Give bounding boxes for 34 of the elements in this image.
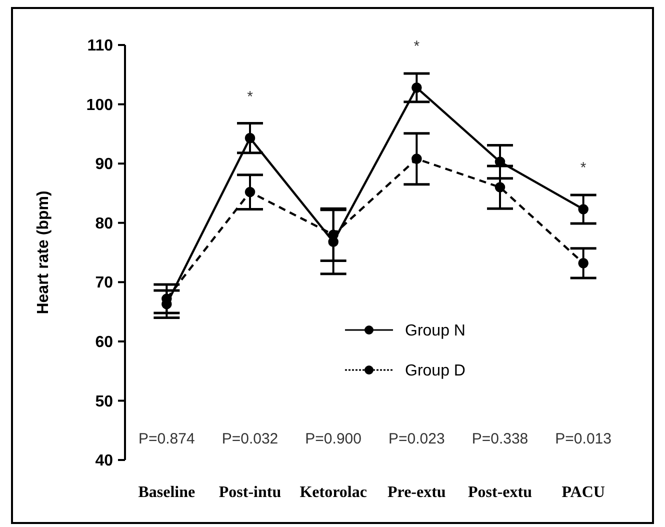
x-tick-label: Ketorolac — [300, 484, 367, 501]
annotation: P=0.032 — [222, 430, 278, 448]
annotation: * — [247, 88, 254, 106]
legend-label: Group N — [405, 322, 466, 340]
x-tick-label: Post-extu — [468, 484, 532, 501]
y-tick-label: 100 — [86, 96, 114, 114]
y-tick-label: 40 — [95, 452, 114, 470]
y-tick-label: 70 — [95, 274, 114, 292]
point — [412, 154, 422, 164]
annotation: P=0.013 — [555, 430, 612, 448]
annotation: * — [580, 159, 586, 176]
point — [494, 182, 506, 192]
y-tick-label: 50 — [95, 393, 114, 410]
x-tick-label: Baseline — [138, 484, 196, 501]
annotation: P=0.900 — [305, 430, 362, 448]
y-tick-label: 80 — [95, 215, 114, 232]
y-axis-title: Heart rate (bpm) — [35, 190, 52, 314]
point — [328, 230, 338, 240]
annotation: P=0.023 — [388, 430, 445, 448]
annotation: P=0.874 — [138, 430, 195, 448]
y-tick-label: 60 — [95, 334, 114, 352]
x-tick-label: Pre-extu — [387, 484, 446, 501]
y-tick-label: 90 — [95, 156, 114, 174]
annotation: * — [414, 38, 420, 55]
point — [244, 186, 256, 198]
point — [244, 132, 256, 144]
point — [578, 204, 588, 214]
y-tick-label: 110 — [87, 38, 114, 55]
x-tick-label: Post-intu — [218, 484, 282, 501]
legend-label: Group D — [405, 362, 466, 380]
annotation: P=0.338 — [472, 430, 528, 448]
point — [578, 258, 588, 268]
point — [412, 82, 422, 93]
x-tick-label: PACU — [562, 484, 606, 501]
